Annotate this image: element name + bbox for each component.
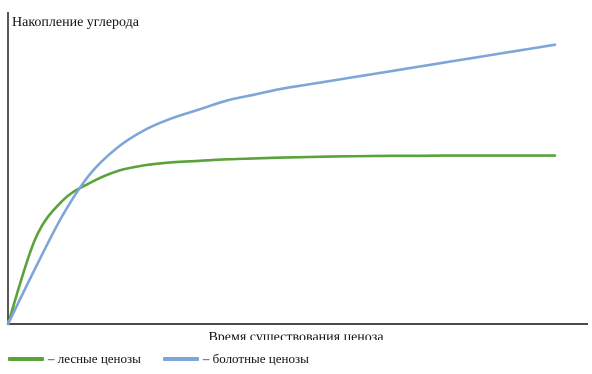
legend-swatch-bog <box>162 357 199 361</box>
x-axis-label: Время существования ценоза <box>208 330 384 340</box>
legend-item-forest: – лесные ценозы <box>8 351 141 367</box>
legend-swatch-forest <box>8 357 44 361</box>
legend-item-bog: – болотные ценозы <box>162 351 309 367</box>
series-line-forest <box>6 154 557 326</box>
legend: – лесные ценозы – болотные ценозы <box>0 347 331 371</box>
legend-label-forest: – лесные ценозы <box>48 351 141 366</box>
chart: Накопление углерода Время существования … <box>6 12 588 340</box>
series-line-bog <box>6 43 557 326</box>
y-axis-label: Накопление углерода <box>12 15 140 30</box>
legend-label-bog: – болотные ценозы <box>202 351 309 366</box>
